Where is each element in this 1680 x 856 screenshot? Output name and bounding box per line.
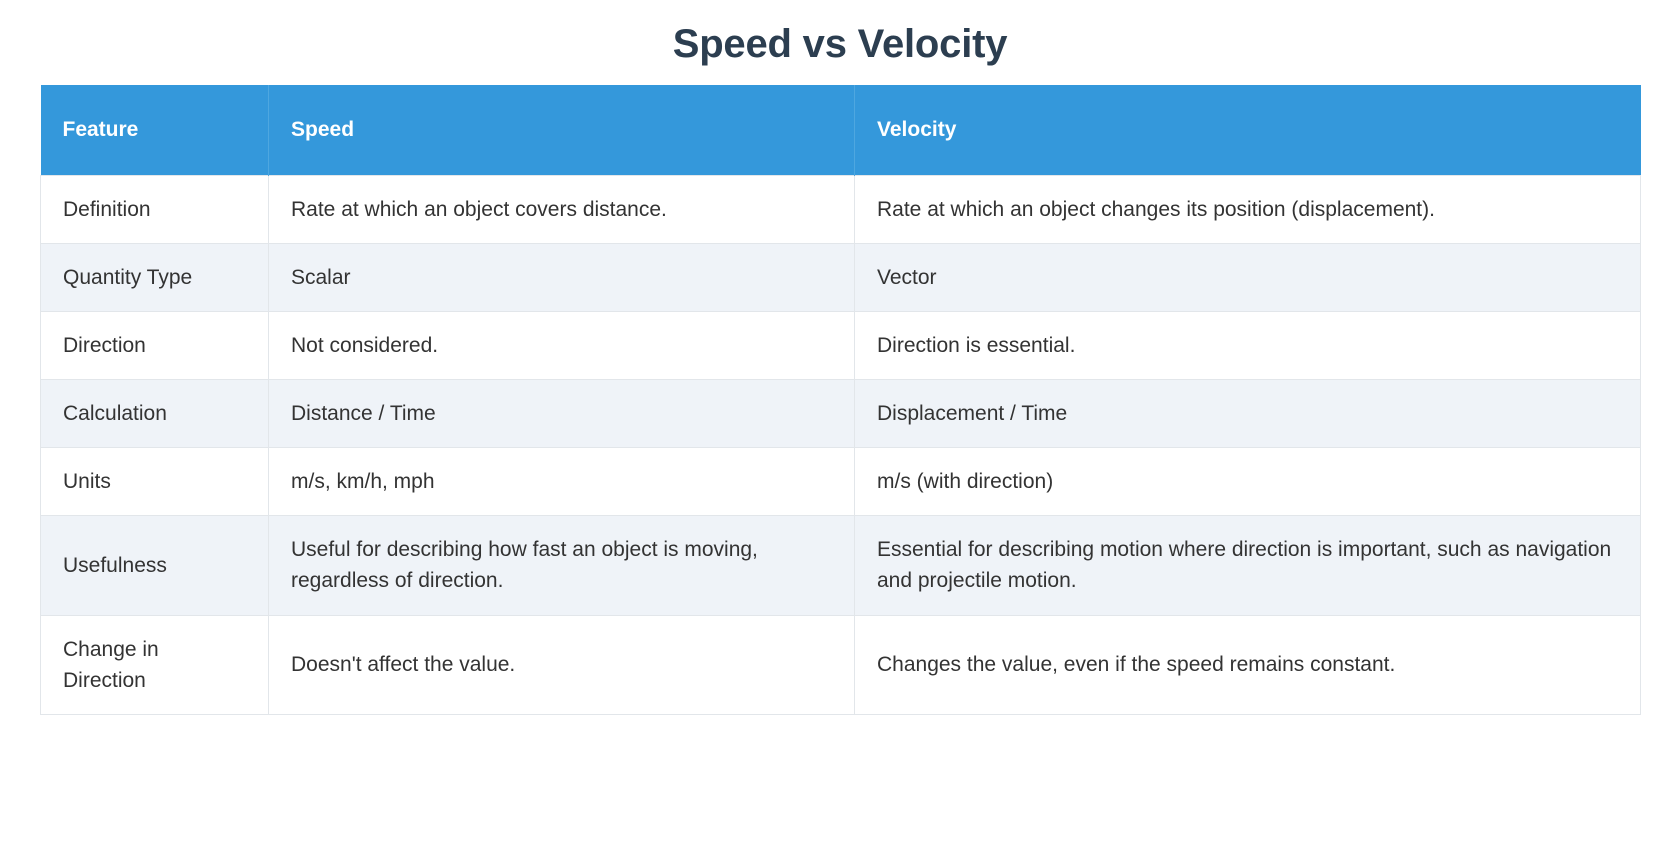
column-header-velocity: Velocity [854,85,1641,176]
table-row: Change in Direction Doesn't affect the v… [40,614,1641,715]
cell-velocity: Rate at which an object changes its posi… [854,174,1641,245]
table-row: Calculation Distance / Time Displacement… [40,379,1641,449]
cell-feature: Direction [40,311,269,381]
cell-velocity: Direction is essential. [854,311,1641,381]
table-header-row: Feature Speed Velocity [40,85,1641,176]
cell-speed: Distance / Time [268,379,855,449]
cell-feature: Calculation [40,379,269,449]
cell-speed: Doesn't affect the value. [268,614,855,715]
table-row: Usefulness Useful for describing how fas… [40,515,1641,616]
table-body: Definition Rate at which an object cover… [40,174,1641,715]
table-header: Feature Speed Velocity [40,85,1641,176]
table-row: Units m/s, km/h, mph m/s (with direction… [40,447,1641,517]
cell-speed: m/s, km/h, mph [268,447,855,517]
cell-velocity: Vector [854,243,1641,313]
table-row: Definition Rate at which an object cover… [40,174,1641,245]
cell-speed: Useful for describing how fast an object… [268,515,855,616]
column-header-speed: Speed [268,85,855,176]
table-row: Direction Not considered. Direction is e… [40,311,1641,381]
cell-speed: Scalar [268,243,855,313]
cell-feature: Quantity Type [40,243,269,313]
cell-feature: Units [40,447,269,517]
cell-velocity: m/s (with direction) [854,447,1641,517]
cell-speed: Not considered. [268,311,855,381]
comparison-table-container: Feature Speed Velocity Definition Rate a… [40,85,1641,715]
cell-feature: Definition [40,174,269,245]
cell-velocity: Displacement / Time [854,379,1641,449]
column-header-feature: Feature [40,85,269,176]
table-row: Quantity Type Scalar Vector [40,243,1641,313]
cell-feature: Change in Direction [40,614,269,715]
cell-speed: Rate at which an object covers distance. [268,174,855,245]
page-title: Speed vs Velocity [672,22,1008,66]
speed-vs-velocity-table: Feature Speed Velocity Definition Rate a… [40,85,1641,715]
cell-velocity: Changes the value, even if the speed rem… [854,614,1641,715]
cell-velocity: Essential for describing motion where di… [854,515,1641,616]
cell-feature: Usefulness [40,515,269,616]
